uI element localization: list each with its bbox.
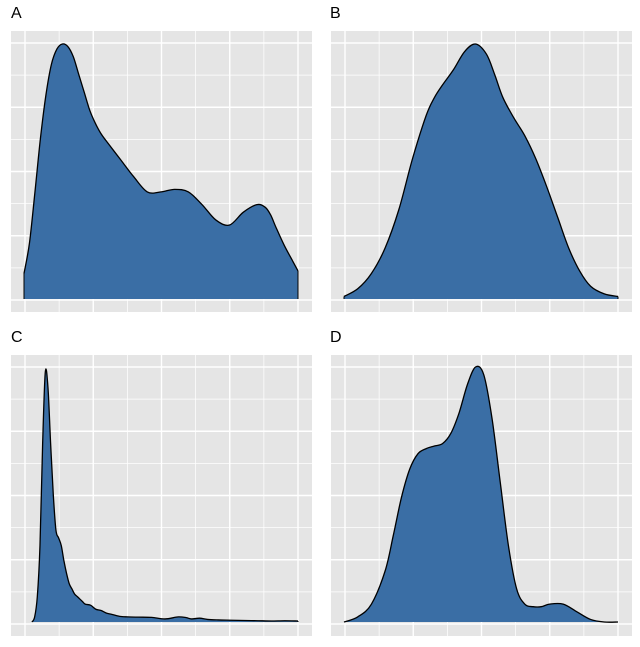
panel-label-c: C — [11, 329, 23, 346]
density-area — [344, 366, 618, 623]
density-area — [344, 43, 618, 299]
panel-label-b: B — [330, 5, 341, 22]
density-panel-d — [331, 355, 632, 636]
density-area — [24, 43, 298, 299]
panel-label-d: D — [330, 329, 342, 346]
density-panel-b — [331, 31, 632, 312]
density-curve — [343, 365, 619, 623]
density-panel-a — [11, 31, 312, 312]
density-curve — [23, 43, 299, 274]
density-area — [32, 368, 298, 622]
density-curve — [31, 368, 299, 623]
density-curve — [343, 43, 619, 298]
density-panel-c — [11, 355, 312, 636]
panel-label-a: A — [11, 5, 22, 22]
